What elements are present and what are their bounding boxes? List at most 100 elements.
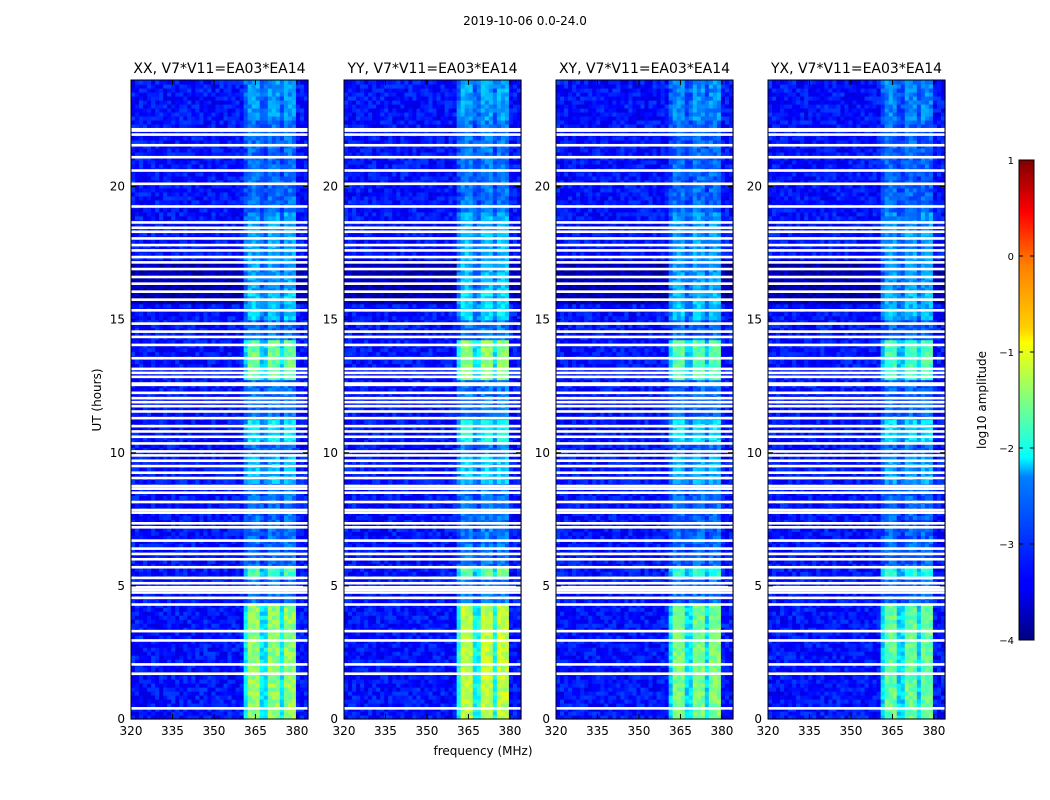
flagged-row: [344, 226, 521, 230]
flagged-row: [344, 487, 521, 490]
flagged-row: [344, 221, 521, 224]
flagged-row: [344, 400, 521, 404]
flagged-row: [344, 343, 521, 347]
flagged-row: [344, 237, 521, 240]
flagged-row: [344, 383, 521, 387]
flagged-row: [556, 491, 733, 494]
y-tick-label: 0: [117, 712, 125, 726]
flagged-row: [344, 557, 521, 561]
flagged-row: [768, 182, 945, 186]
flagged-row: [131, 416, 308, 420]
flagged-row: [556, 707, 733, 710]
flagged-row: [131, 322, 308, 325]
x-tick-label: 380: [922, 724, 945, 738]
flagged-row: [344, 588, 521, 592]
flagged-row: [768, 230, 945, 234]
flagged-row: [768, 454, 945, 457]
flagged-row: [556, 454, 733, 457]
y-tick-label: 15: [747, 313, 762, 327]
flagged-row: [556, 322, 733, 325]
flagged-row: [344, 404, 521, 408]
flagged-row: [556, 230, 733, 234]
flagged-row: [131, 367, 308, 371]
flagged-row: [344, 454, 521, 457]
flagged-row: [768, 585, 945, 589]
x-tick-label: 365: [457, 724, 480, 738]
flagged-row: [131, 639, 308, 642]
y-tick-label: 10: [747, 446, 762, 460]
y-tick-label: 15: [323, 313, 338, 327]
flagged-row: [768, 127, 945, 131]
x-tick-label: 320: [120, 724, 143, 738]
flagged-row: [131, 356, 308, 360]
flagged-row: [556, 672, 733, 676]
flagged-row: [768, 383, 945, 387]
flagged-row: [768, 416, 945, 420]
flagged-row: [556, 226, 733, 230]
x-tick-label: 350: [416, 724, 439, 738]
x-tick-label: 335: [374, 724, 397, 738]
colorbar-label: log10 amplitude: [975, 351, 989, 449]
flagged-row: [768, 322, 945, 325]
flagged-row: [131, 491, 308, 494]
flagged-row: [344, 522, 521, 525]
flagged-row: [131, 237, 308, 240]
flagged-row: [131, 261, 308, 264]
flagged-row: [556, 309, 733, 312]
flagged-row: [768, 371, 945, 375]
flagged-row: [556, 511, 733, 514]
flagged-row: [768, 639, 945, 642]
flagged-row: [344, 591, 521, 594]
x-tick-label: 335: [798, 724, 821, 738]
flagged-row: [556, 371, 733, 375]
flagged-row: [344, 639, 521, 642]
flagged-row: [556, 484, 733, 488]
x-tick-label: 335: [586, 724, 609, 738]
y-tick-label: 0: [754, 712, 762, 726]
flagged-row: [131, 275, 308, 279]
panel-0: 320 335 350 365 380 0 5 10 15 20 XX, V7*V11=EA03*E…: [110, 61, 309, 738]
flagged-row: [344, 508, 521, 512]
flagged-row: [768, 226, 945, 230]
flagged-row: [556, 396, 733, 400]
flagged-row: [768, 391, 945, 395]
flagged-row: [768, 424, 945, 428]
flagged-row: [768, 129, 945, 132]
flagged-row: [768, 282, 945, 285]
flagged-row: [344, 539, 521, 542]
flagged-row: [768, 155, 945, 159]
flagged-row: [556, 526, 733, 529]
flagged-row: [556, 375, 733, 379]
y-tick-label: 15: [535, 313, 550, 327]
flagged-row: [556, 581, 733, 585]
panel-3: 320 335 350 365 380 0 5 10 15 20 YX, V7*V11=EA03*E…: [747, 61, 946, 738]
flagged-row: [556, 539, 733, 542]
flagged-row: [768, 539, 945, 542]
flagged-row: [344, 375, 521, 379]
flagged-row: [344, 182, 521, 186]
flagged-row: [344, 261, 521, 264]
flagged-row: [131, 424, 308, 428]
flagged-row: [556, 391, 733, 395]
flagged-row: [768, 565, 945, 569]
flagged-row: [768, 335, 945, 339]
flagged-row: [344, 552, 521, 556]
flagged-row: [768, 464, 945, 468]
flagged-row: [344, 471, 521, 475]
flagged-row: [131, 375, 308, 379]
flagged-row: [768, 663, 945, 666]
flagged-row: [344, 596, 521, 600]
flagged-row: [556, 508, 733, 512]
flagged-row: [344, 282, 521, 285]
flagged-row: [768, 484, 945, 488]
flagged-row: [556, 275, 733, 279]
x-tick-label: 380: [285, 724, 308, 738]
flagged-row: [344, 484, 521, 488]
flagged-row: [131, 226, 308, 230]
panel-frame: [130, 79, 309, 720]
flagged-row: [131, 330, 308, 333]
y-tick-label: 0: [330, 712, 338, 726]
y-tick-label: 20: [535, 180, 550, 194]
flagged-row: [768, 290, 945, 293]
flagged-row: [768, 552, 945, 556]
